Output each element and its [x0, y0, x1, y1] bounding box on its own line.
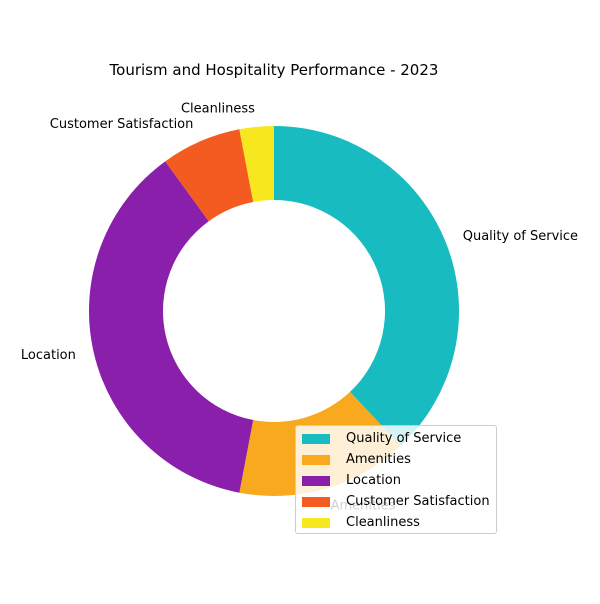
legend-label: Amenities	[346, 452, 411, 467]
legend-item-amenities: Amenities	[302, 453, 411, 467]
legend-swatch	[302, 476, 330, 486]
slice-location	[88, 161, 254, 493]
legend-label: Location	[346, 473, 401, 488]
slice-cleanliness	[239, 126, 274, 202]
donut-slices	[88, 126, 460, 497]
slice-label-quality-of-service: Quality of Service	[463, 229, 578, 244]
legend-swatch	[302, 455, 330, 465]
legend-item-quality-of-service: Quality of Service	[302, 432, 461, 446]
legend-item-cleanliness: Cleanliness	[302, 516, 420, 530]
slice-customer-satisfaction	[165, 129, 254, 222]
legend-item-customer-satisfaction: Customer Satisfaction	[302, 495, 490, 509]
legend-label: Cleanliness	[346, 515, 420, 530]
legend-swatch	[302, 434, 330, 444]
slice-quality-of-service	[274, 126, 460, 446]
chart-legend: Quality of Service Amenities Location Custo…	[295, 425, 497, 534]
legend-item-location: Location	[302, 474, 401, 488]
legend-label: Customer Satisfaction	[346, 494, 490, 509]
legend-swatch	[302, 518, 330, 528]
slice-label-location: Location	[21, 348, 76, 363]
slice-label-customer-satisfaction: Customer Satisfaction	[50, 117, 194, 132]
slice-label-cleanliness: Cleanliness	[181, 101, 255, 116]
legend-label: Quality of Service	[346, 431, 462, 446]
chart-title: Tourism and Hospitality Performance - 20…	[109, 61, 439, 79]
legend-swatch	[302, 497, 330, 507]
